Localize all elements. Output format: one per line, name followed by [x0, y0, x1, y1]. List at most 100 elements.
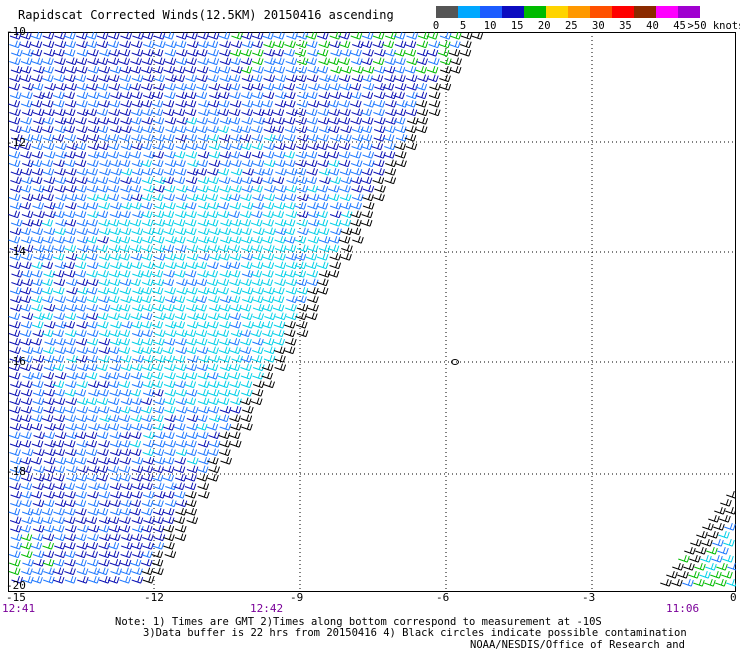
wind-barb [107, 185, 120, 193]
wind-barb [252, 286, 264, 295]
wind-barb [63, 236, 76, 244]
wind-barb [283, 151, 295, 159]
wind-barb [30, 490, 43, 499]
wind-barb [165, 125, 177, 134]
wind-barb [142, 490, 155, 499]
wind-barb [75, 456, 87, 465]
wind-barb [306, 125, 319, 134]
wind-barb [131, 134, 143, 142]
wind-barb [85, 40, 98, 49]
wind-barb [8, 82, 21, 91]
wind-barb [242, 320, 254, 329]
wind-barb [340, 48, 352, 57]
wind-barb [394, 40, 407, 49]
wind-barb [140, 286, 153, 295]
wind-barb [31, 278, 43, 287]
legend-swatch [678, 6, 700, 18]
wind-barb [118, 414, 131, 423]
wind-barb [273, 202, 286, 210]
wind-barb [98, 202, 110, 210]
wind-barb [44, 337, 56, 346]
wind-barb [240, 278, 252, 287]
wind-barb [52, 567, 65, 576]
wind-barb [41, 253, 54, 261]
wind-barb [285, 210, 298, 219]
wind-barb [361, 117, 374, 125]
wind-barb [229, 346, 241, 355]
wind-barb [141, 219, 154, 227]
wind-barb [85, 371, 98, 380]
wind-barb [98, 550, 111, 559]
wind-barb [275, 168, 287, 176]
wind-barb [206, 210, 219, 219]
wind-barb [87, 91, 100, 100]
wind-barb [327, 193, 340, 202]
wind-barb [198, 380, 210, 389]
wind-barb [297, 193, 309, 202]
wind-barb [184, 202, 197, 210]
wind-barb [86, 219, 98, 227]
wind-barb [263, 380, 275, 389]
wind-barb [10, 168, 23, 176]
wind-barb [175, 439, 188, 448]
wind-barb [207, 168, 219, 176]
wind-barb [228, 117, 241, 125]
wind-barb [184, 65, 197, 74]
wind-barb [721, 570, 733, 579]
wind-barb [132, 32, 144, 40]
wind-barb [338, 142, 351, 151]
wind-barb [43, 482, 55, 491]
wind-barb [21, 253, 33, 261]
wind-barb [107, 219, 120, 227]
wind-barb [9, 320, 21, 329]
wind-barb [715, 578, 727, 587]
wind-barb [22, 159, 34, 168]
wind-barb [75, 253, 88, 261]
wind-barb [86, 320, 98, 329]
wind-barb [440, 65, 452, 74]
wind-barb [241, 40, 254, 49]
wind-barb [53, 210, 65, 219]
wind-barb [74, 499, 87, 508]
wind-barb [405, 125, 417, 134]
wind-barb [132, 286, 144, 295]
wind-barb [131, 261, 143, 270]
wind-barb [306, 117, 318, 125]
wind-barb [64, 567, 76, 576]
wind-barb [119, 405, 131, 414]
wind-barb [120, 117, 132, 125]
wind-barb [406, 91, 418, 100]
wind-barb [151, 48, 164, 57]
wind-barb [86, 541, 99, 550]
wind-barb [272, 303, 285, 312]
wind-barb [110, 490, 122, 499]
wind-barb [9, 516, 22, 525]
wind-barb [65, 57, 78, 66]
wind-barb [295, 40, 308, 49]
wind-barb [132, 550, 144, 559]
wind-barb [31, 82, 44, 91]
wind-barb [20, 320, 33, 329]
wind-barb [241, 253, 254, 261]
wind-barb [43, 270, 55, 278]
wind-barb [165, 499, 177, 508]
wind-barb [185, 346, 198, 355]
wind-barb [98, 253, 111, 261]
lat-label-12: -12 [6, 136, 26, 149]
wind-barb [263, 65, 276, 74]
wind-barb [707, 530, 719, 539]
wind-barb [252, 65, 264, 74]
wind-barb [107, 57, 120, 66]
wind-barb [176, 405, 188, 414]
wind-barb [230, 397, 242, 406]
wind-barb [338, 57, 350, 66]
wind-barb [120, 490, 133, 499]
wind-barb [110, 202, 122, 210]
wind-barb [273, 159, 286, 168]
wind-barb [285, 185, 298, 193]
wind-barb [274, 261, 287, 270]
wind-barb [118, 380, 131, 389]
wind-barb [273, 142, 286, 151]
wind-barb [110, 507, 122, 516]
wind-barb [53, 507, 65, 516]
